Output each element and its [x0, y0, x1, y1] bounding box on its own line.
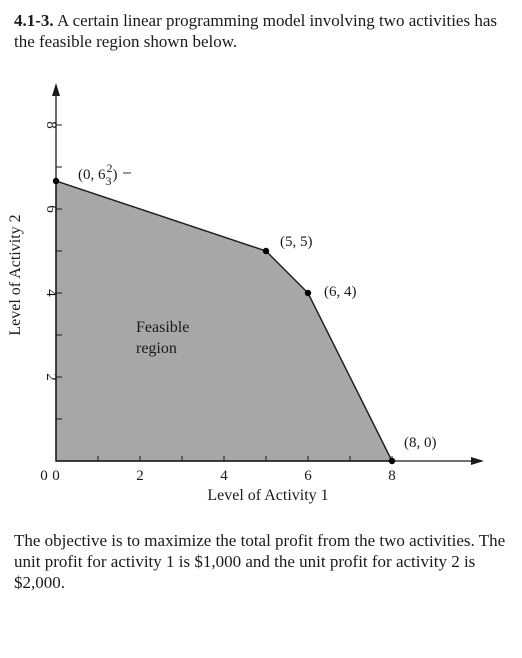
origin-label: 0	[40, 468, 48, 484]
y-axis-label: Level of Activity 2	[7, 214, 24, 335]
corner-point	[304, 289, 312, 297]
x-tick-label: 0	[52, 468, 60, 484]
corner-label-numerator: 2	[107, 161, 113, 175]
y-tick-label: 4	[43, 289, 59, 297]
corner-points: (0, 62 3) (5, 5) (6, 4) (8, 0)	[52, 161, 437, 465]
corner-point-label: (5, 5)	[280, 234, 313, 250]
feasible-region-area	[55, 180, 394, 462]
region-label-line1: Feasible	[136, 319, 189, 336]
y-tick-label: 2	[43, 373, 59, 381]
corner-label-main: (0, 6	[78, 167, 106, 183]
region-label-line2: region	[136, 340, 177, 357]
corner-point-label: (6, 4)	[324, 284, 357, 300]
problem-intro: A certain linear programming model invol…	[14, 11, 497, 51]
corner-label-denominator: 3	[106, 174, 112, 188]
y-tick-label: 6	[43, 205, 59, 213]
corner-label-close: )	[113, 167, 118, 183]
axes	[52, 83, 484, 465]
y-axis-arrowhead	[52, 83, 60, 96]
x-tick-label: 4	[220, 468, 228, 484]
problem-statement: 4.1-3. A certain linear programming mode…	[14, 10, 510, 52]
x-axis-arrowhead	[471, 457, 484, 465]
corner-point	[262, 247, 270, 255]
corner-point-label: (8, 0)	[404, 435, 437, 451]
problem-number: 4.1-3.	[14, 11, 54, 30]
x-tick-label: 8	[388, 468, 396, 484]
corner-point	[388, 457, 396, 465]
x-tick-label: 6	[304, 468, 312, 484]
x-tick-label: 2	[136, 468, 144, 484]
axis-ticks: 0 2 4 6 8 2 4 6 8 0	[40, 121, 396, 484]
x-axis-label: Level of Activity 1	[207, 487, 328, 504]
y-tick-label: 8	[43, 121, 59, 129]
corner-point-label: (0, 62 3)	[78, 161, 118, 188]
objective-paragraph: The objective is to maximize the total p…	[14, 531, 506, 592]
corner-point	[52, 177, 60, 185]
